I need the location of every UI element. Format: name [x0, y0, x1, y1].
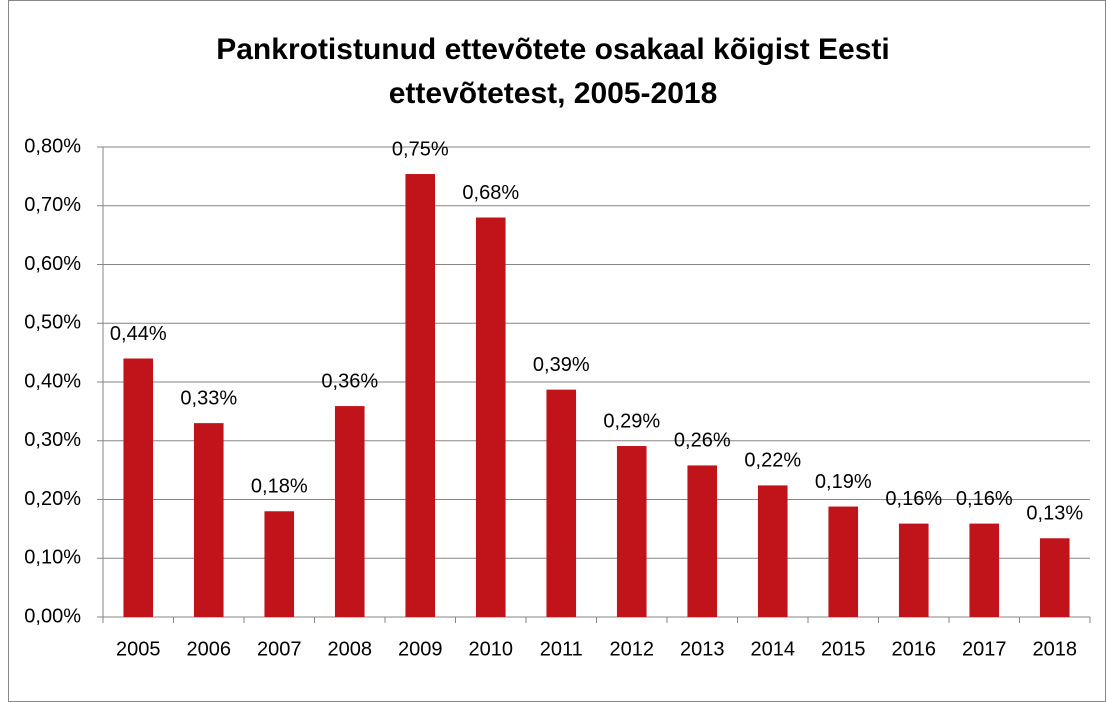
data-label: 0,75%: [392, 138, 449, 160]
x-tick-label: 2018: [1033, 638, 1078, 660]
x-tick-label: 2015: [821, 638, 866, 660]
x-tick-label: 2017: [962, 638, 1007, 660]
y-tick-label: 0,20%: [24, 488, 81, 510]
y-tick-label: 0,80%: [24, 135, 81, 157]
y-tick-label: 0,30%: [24, 429, 81, 451]
bar: [616, 446, 647, 617]
x-tick-label: 2010: [469, 638, 514, 660]
y-tick-label: 0,50%: [24, 312, 81, 334]
data-label: 0,26%: [674, 430, 731, 452]
bar: [264, 511, 295, 617]
y-tick-label: 0,70%: [24, 194, 81, 216]
bar: [969, 523, 1000, 617]
data-label: 0,22%: [744, 450, 801, 472]
x-tick-label: 2016: [892, 638, 937, 660]
bar: [546, 389, 577, 617]
data-label: 0,19%: [815, 471, 872, 493]
data-label: 0,16%: [956, 488, 1013, 510]
y-tick-label: 0,40%: [24, 370, 81, 392]
y-tick-label: 0,10%: [24, 547, 81, 569]
x-tick-label: 2011: [540, 638, 583, 660]
x-tick-label: 2006: [187, 638, 232, 660]
data-label: 0,16%: [885, 488, 942, 510]
bar: [475, 217, 506, 617]
bar: [898, 523, 929, 617]
data-label: 0,36%: [321, 370, 378, 392]
data-label: 0,13%: [1026, 503, 1083, 525]
x-tick-label: 2007: [257, 638, 302, 660]
data-label: 0,39%: [533, 354, 590, 376]
data-label: 0,29%: [603, 410, 660, 432]
bar: [193, 423, 224, 617]
data-label: 0,18%: [251, 476, 308, 498]
x-tick-label: 2013: [680, 638, 725, 660]
chart-title: Pankrotistunud ettevõtete osakaal kõigis…: [216, 33, 890, 110]
bar: [405, 174, 436, 617]
y-tick-label: 0,00%: [24, 605, 81, 627]
bar: [828, 506, 859, 617]
data-label: 0,44%: [110, 323, 167, 345]
bar: [123, 358, 154, 617]
data-label: 0,68%: [462, 182, 519, 204]
bar: [334, 406, 365, 617]
data-label: 0,33%: [180, 387, 237, 409]
bar: [687, 465, 718, 617]
x-tick-label: 2009: [398, 638, 443, 660]
bar: [1039, 538, 1070, 617]
bar: [757, 485, 788, 617]
y-tick-label: 0,60%: [24, 253, 81, 275]
x-tick-label: 2005: [116, 638, 161, 660]
x-tick-label: 2008: [328, 638, 373, 660]
x-tick-label: 2014: [751, 638, 796, 660]
x-tick-label: 2012: [610, 638, 655, 660]
